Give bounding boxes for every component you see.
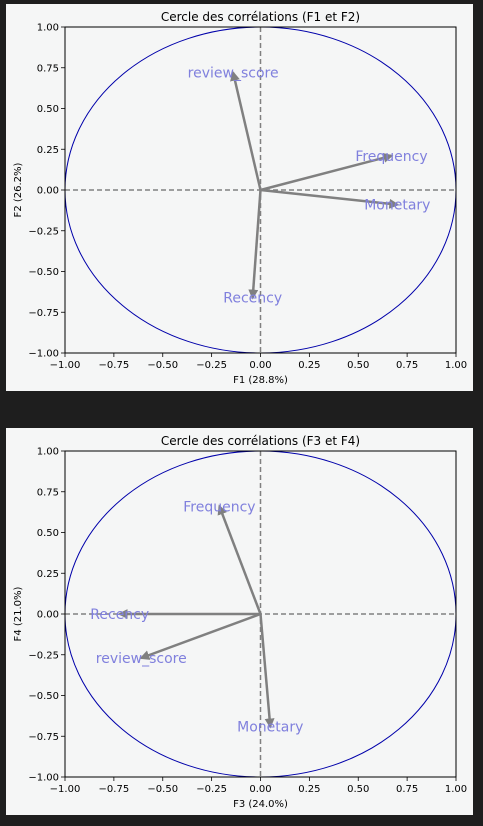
y-tick-label: −0.75 [28,308,59,319]
vector-label: Recency [90,607,149,623]
y-axis-label: F4 (21.0%) [13,586,24,641]
x-tick-label: 0.25 [298,784,320,795]
y-tick-label: −0.25 [28,650,59,661]
chart-title: Cercle des corrélations (F3 et F4) [161,434,360,448]
y-tick-label: −0.50 [28,267,59,278]
x-axis-label: F1 (28.8%) [233,375,288,386]
y-tick-label: −1.00 [28,349,59,360]
correlation-circle-chart: Cercle des corrélations (F3 et F4)−1.00−… [6,428,473,815]
x-tick-label: −0.50 [147,784,178,795]
correlation-circle-chart: Cercle des corrélations (F1 et F2)−1.00−… [6,4,473,391]
x-tick-label: −0.25 [196,784,227,795]
vector-label: Frequency [355,149,427,165]
x-tick-label: 0.00 [249,360,271,371]
vector-label: review_score [96,651,187,667]
x-tick-label: −0.25 [196,360,227,371]
y-tick-label: −0.25 [28,226,59,237]
chart-panel-f3-f4: Cercle des corrélations (F3 et F4) −1.00−… [6,428,473,815]
x-tick-label: −1.00 [50,360,81,371]
y-tick-label: 0.00 [37,186,59,197]
y-tick-label: 0.50 [37,528,59,539]
vector-arrow-monetary [261,614,271,726]
vector-label: Monetary [237,719,303,735]
y-tick-label: 1.00 [37,23,59,34]
y-tick-label: 1.00 [37,447,59,458]
y-tick-label: −1.00 [28,773,59,784]
vector-label: review_score [188,66,279,82]
x-tick-label: 1.00 [445,360,467,371]
x-axis-label: F3 (24.0%) [233,799,288,810]
vector-arrow-recency [253,190,261,298]
y-tick-label: 0.75 [37,63,59,74]
x-tick-label: 0.25 [298,360,320,371]
vector-label: Monetary [364,198,430,214]
x-tick-label: 0.50 [347,784,369,795]
vector-arrow-review-score [233,73,260,190]
y-tick-label: 0.25 [37,145,59,156]
vector-label: Frequency [183,499,255,515]
x-tick-label: 1.00 [445,784,467,795]
y-tick-label: 0.25 [37,569,59,580]
x-tick-label: 0.75 [396,784,418,795]
x-tick-label: 0.50 [347,360,369,371]
x-tick-label: −0.50 [147,360,178,371]
y-tick-label: −0.50 [28,691,59,702]
vector-arrow-frequency [219,506,260,614]
y-tick-label: 0.50 [37,104,59,115]
x-tick-label: −1.00 [50,784,81,795]
y-tick-label: −0.75 [28,732,59,743]
x-tick-label: 0.75 [396,360,418,371]
y-axis-label: F2 (26.2%) [13,162,24,217]
chart-panel-f1-f2: Cercle des corrélations (F1 et F2) −1.00−… [6,4,473,391]
vector-label: Recency [223,291,282,307]
y-tick-label: 0.75 [37,487,59,498]
x-tick-label: 0.00 [249,784,271,795]
x-tick-label: −0.75 [99,784,130,795]
x-tick-label: −0.75 [99,360,130,371]
chart-title: Cercle des corrélations (F1 et F2) [161,10,360,24]
y-tick-label: 0.00 [37,610,59,621]
